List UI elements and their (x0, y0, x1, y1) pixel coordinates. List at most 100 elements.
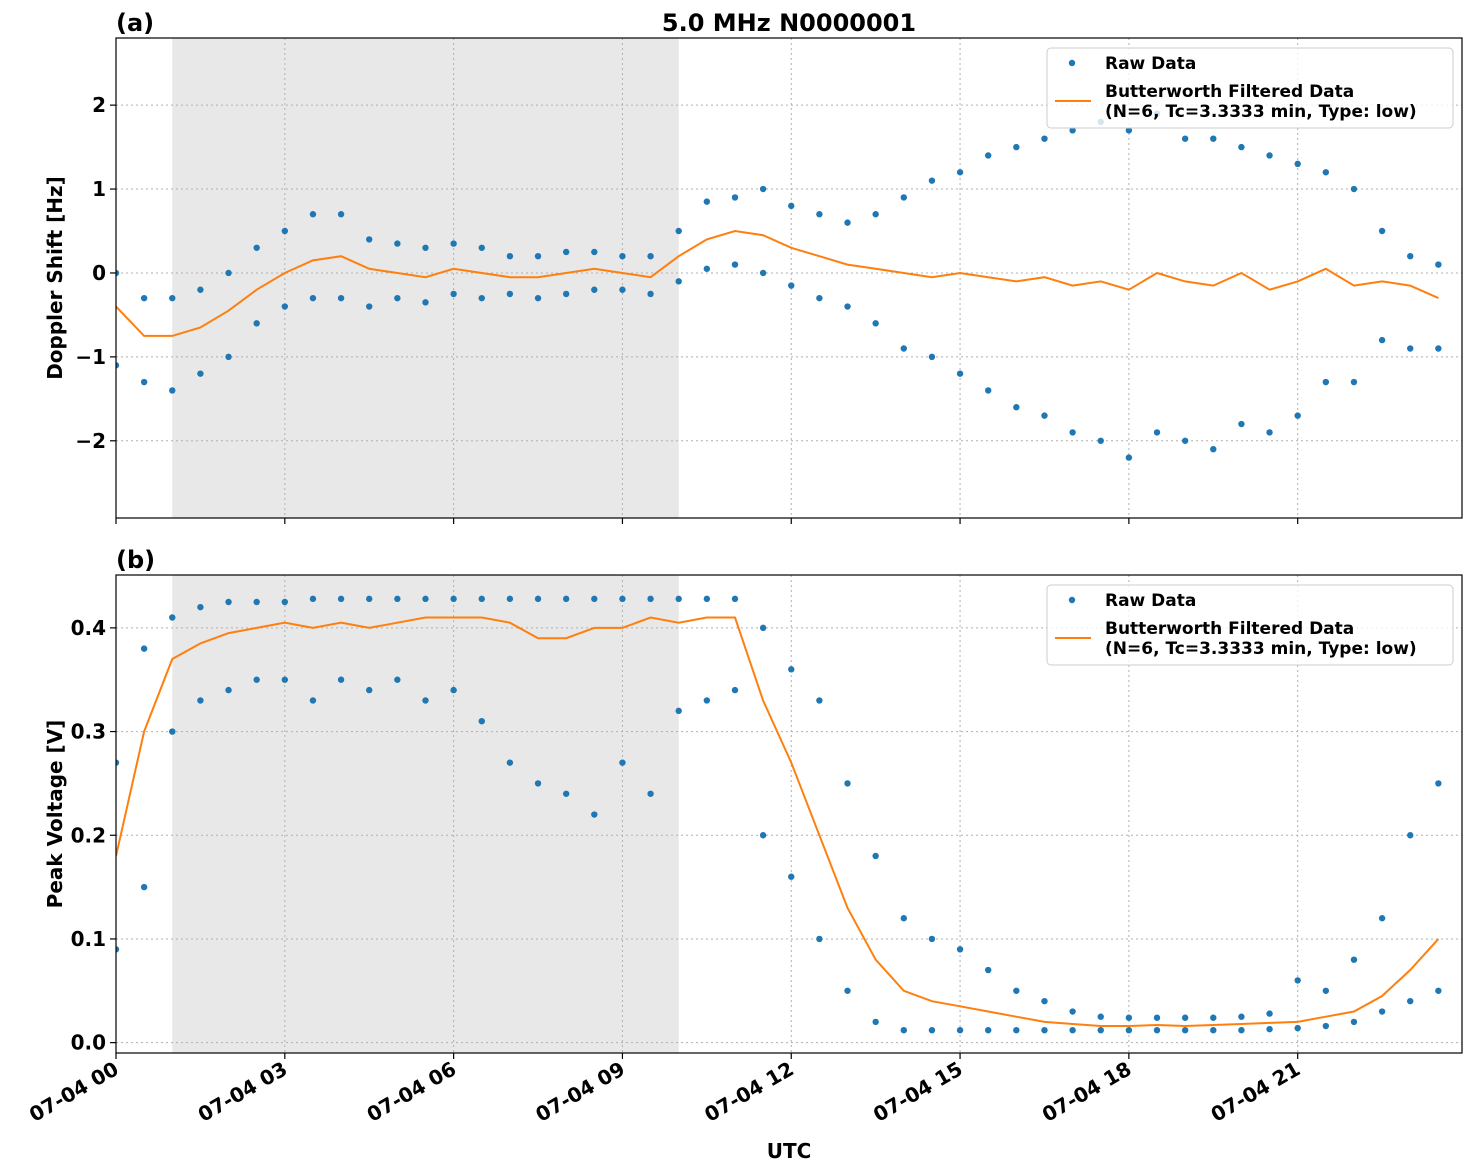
raw-point (1266, 152, 1273, 159)
raw-point (647, 595, 654, 603)
raw-point (1041, 135, 1048, 142)
raw-point (703, 265, 711, 272)
legend-label-line: Butterworth Filtered Data (1105, 619, 1354, 639)
raw-point (844, 987, 851, 994)
raw-point (337, 676, 345, 683)
raw-point (1069, 1008, 1076, 1015)
raw-point (366, 236, 373, 243)
raw-point (422, 299, 429, 306)
legend-label-line: (N=6, Tc=3.3333 min, Type: low) (1105, 639, 1417, 659)
raw-point (309, 211, 317, 218)
raw-point (759, 269, 767, 277)
raw-point (225, 269, 232, 277)
raw-point (281, 227, 289, 235)
raw-point (900, 915, 907, 922)
raw-point (1435, 987, 1442, 994)
raw-point (1041, 997, 1048, 1005)
raw-point (1181, 437, 1189, 444)
raw-point (816, 935, 823, 943)
raw-point (844, 780, 851, 787)
raw-point (788, 282, 795, 289)
raw-point (1266, 1010, 1273, 1017)
raw-point (1350, 956, 1358, 963)
raw-point (562, 595, 570, 603)
raw-point (1125, 454, 1133, 461)
raw-point (1294, 977, 1301, 984)
raw-point (1378, 336, 1386, 344)
raw-point (366, 595, 373, 603)
raw-point (1350, 185, 1358, 193)
raw-point (1153, 429, 1161, 436)
raw-point (140, 294, 148, 302)
raw-point (1294, 160, 1301, 168)
raw-point (337, 595, 345, 603)
raw-point (450, 595, 457, 603)
raw-point (253, 320, 260, 327)
raw-point (1435, 780, 1442, 787)
raw-point (1407, 832, 1414, 839)
raw-point (1322, 987, 1330, 994)
raw-point (591, 248, 598, 256)
raw-point (1210, 1026, 1217, 1034)
y-axis-label: Doppler Shift [Hz] (43, 176, 67, 380)
shaded-region (172, 575, 679, 1053)
raw-point (225, 598, 232, 606)
raw-point (169, 387, 176, 394)
raw-point (562, 290, 570, 298)
raw-point (984, 387, 992, 394)
raw-point (731, 261, 739, 268)
raw-point (900, 345, 907, 352)
raw-point (1350, 1018, 1358, 1026)
y-tick-label: −2 (75, 429, 106, 453)
legend-label-line: Raw Data (1105, 54, 1196, 74)
raw-point (366, 686, 373, 694)
raw-point (478, 717, 485, 725)
raw-point (1294, 412, 1301, 419)
raw-point (1322, 1022, 1330, 1030)
raw-point (984, 966, 992, 974)
raw-point (116, 759, 120, 766)
raw-point (562, 248, 570, 256)
raw-point (872, 852, 879, 860)
raw-point (309, 697, 317, 704)
raw-point (984, 1026, 992, 1034)
legend-marker (1068, 59, 1076, 67)
chart-title: 5.0 MHz N0000001 (662, 9, 916, 37)
raw-point (1435, 261, 1442, 268)
raw-point (675, 227, 682, 235)
raw-point (1322, 169, 1330, 176)
raw-point (675, 278, 682, 285)
raw-point (534, 294, 542, 302)
raw-point (928, 177, 936, 184)
plot-area (116, 110, 1442, 461)
raw-point (1097, 1026, 1104, 1034)
raw-point (366, 303, 373, 310)
raw-point (1210, 1014, 1217, 1021)
raw-point (928, 353, 936, 361)
raw-point (1013, 1026, 1020, 1034)
raw-point (534, 252, 542, 260)
raw-point (1266, 1025, 1273, 1033)
raw-point (675, 707, 682, 715)
legend-marker (1068, 596, 1076, 604)
raw-point (703, 595, 711, 603)
raw-point (1407, 345, 1414, 352)
raw-point (1378, 915, 1386, 922)
raw-point (956, 946, 964, 953)
legend-label: Raw Data (1105, 591, 1196, 611)
raw-point (1097, 1013, 1104, 1020)
raw-point (1125, 127, 1133, 134)
raw-point (928, 1026, 936, 1034)
raw-point (956, 1026, 964, 1034)
legend-box (1046, 47, 1454, 129)
raw-point (1294, 1024, 1301, 1032)
y-tick-label: 0.4 (71, 616, 106, 640)
raw-point (591, 595, 598, 603)
raw-point (253, 676, 260, 683)
raw-point (788, 873, 795, 880)
raw-point (394, 595, 401, 603)
raw-point (1069, 1026, 1076, 1034)
raw-point (394, 294, 401, 302)
raw-point (309, 595, 317, 603)
raw-point (197, 286, 204, 293)
